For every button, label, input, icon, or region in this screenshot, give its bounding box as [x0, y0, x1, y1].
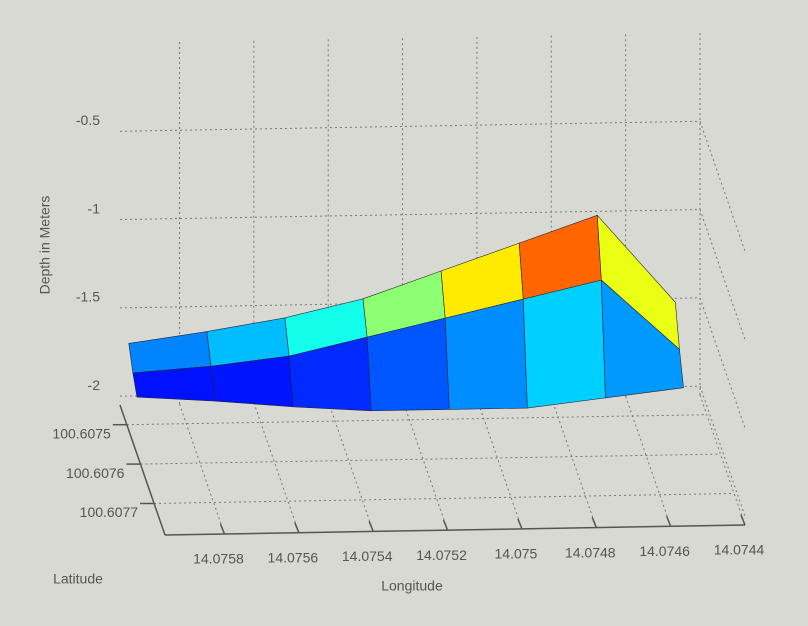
z-axis-label: Depth in Meters: [37, 196, 53, 295]
z-tick-label: -2: [88, 377, 101, 393]
y-tick-label: 100.6075: [52, 425, 111, 441]
x-axis-label: Longitude: [381, 578, 443, 594]
surface-patch: [601, 279, 684, 399]
x-tick: [219, 523, 226, 535]
y-axis: [119, 404, 166, 536]
x-tick-label: 14.0744: [714, 542, 765, 558]
x-tick: [591, 517, 597, 528]
z-tick-label: -1: [88, 200, 101, 216]
grid-line: [140, 453, 721, 465]
y-tick-label: 100.6077: [80, 504, 139, 520]
y-tick-label: 100.6076: [66, 465, 125, 481]
grid-line: [154, 492, 735, 504]
surface-patch: [522, 279, 606, 409]
x-tick-label: 14.0754: [342, 548, 393, 564]
x-tick: [665, 516, 672, 527]
surface-patch: [444, 298, 528, 410]
x-tick-label: 14.0748: [565, 544, 616, 560]
grid-line: [119, 120, 701, 132]
x-tick: [517, 518, 523, 530]
x-tick: [740, 514, 746, 526]
x-tick-label: 14.0746: [639, 543, 690, 559]
grid-line: [119, 209, 701, 221]
z-tick-label: -0.5: [76, 112, 100, 128]
x-tick: [368, 521, 374, 532]
x-tick: [442, 519, 449, 531]
x-axis: [164, 524, 746, 536]
x-tick-label: 14.0756: [268, 549, 319, 565]
x-tick-label: 14.0758: [193, 551, 244, 567]
y-axis-label: Latitude: [53, 571, 103, 587]
z-tick-label: -1.5: [76, 289, 100, 305]
x-tick-label: 14.075: [495, 546, 538, 562]
x-tick: [294, 522, 300, 533]
x-tick-label: 14.0752: [416, 547, 467, 563]
grid-line: [126, 414, 707, 426]
